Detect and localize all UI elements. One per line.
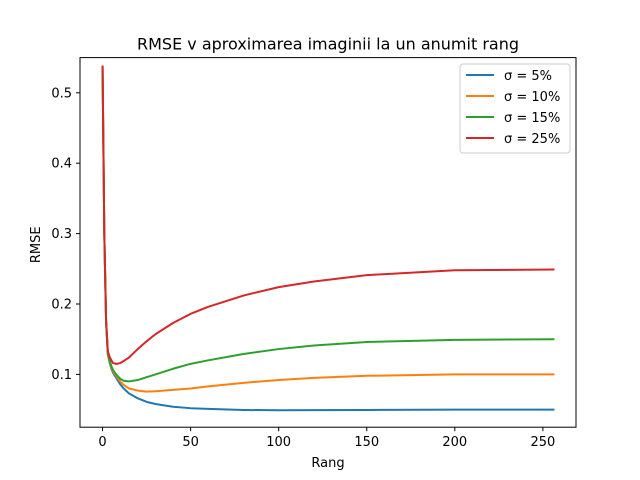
legend-label-3: σ = 15% [504, 111, 560, 126]
legend-label-1: σ = 5% [504, 69, 552, 84]
y-axis-label: RMSE [29, 226, 44, 263]
y-tick-label: 0.1 [51, 368, 72, 383]
legend: σ = 5% σ = 10% σ = 15% σ = 25% [459, 63, 571, 154]
x-tick-label: 50 [182, 435, 199, 450]
series-line-3 [101, 65, 555, 383]
y-tick-label: 0.2 [51, 298, 72, 313]
x-tick-label: 100 [266, 435, 291, 450]
x-tick-label: 250 [530, 435, 555, 450]
x-tick-label: 0 [98, 435, 106, 450]
x-axis-label: Rang [311, 456, 344, 471]
y-tick-label: 0.4 [51, 157, 72, 172]
y-tick-label: 0.3 [51, 227, 72, 242]
y-tick-label: 0.5 [51, 86, 72, 101]
legend-box [459, 63, 571, 154]
chart-title: RMSE v aproximarea imaginii la un anumit… [137, 35, 519, 54]
legend-label-2: σ = 10% [504, 90, 560, 105]
plot-frame [79, 57, 577, 428]
legend-label-4: σ = 25% [504, 132, 560, 147]
x-tick-label: 150 [354, 435, 379, 450]
x-tick-label: 200 [442, 435, 467, 450]
series-line-4 [101, 65, 555, 365]
